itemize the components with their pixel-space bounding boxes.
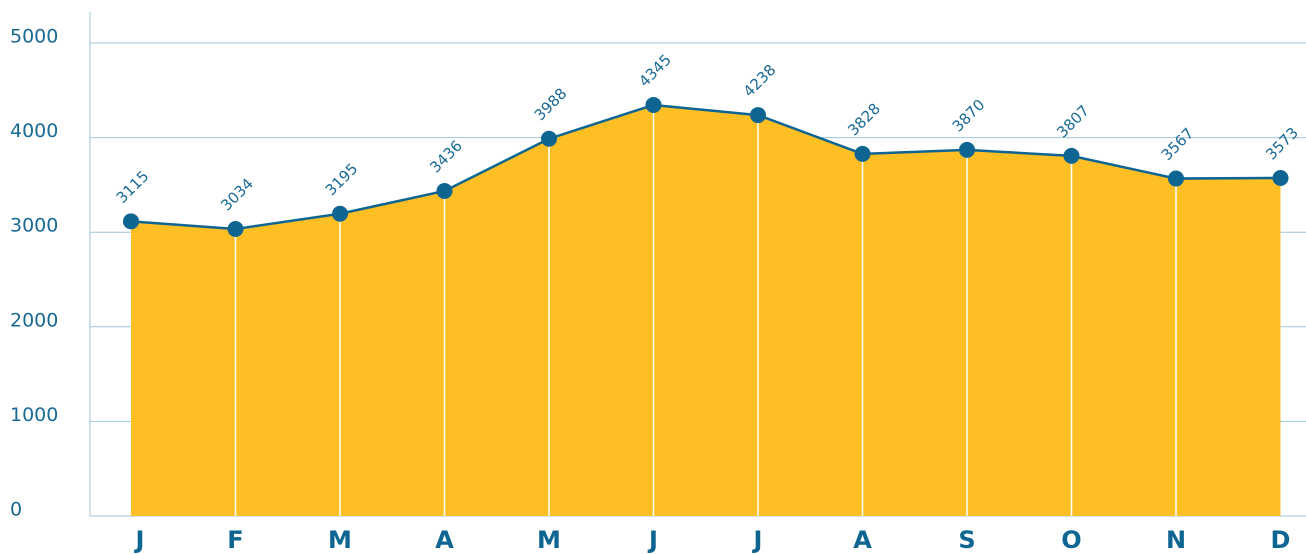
line [130, 103, 1281, 231]
marker [541, 130, 557, 147]
area [131, 104, 1281, 516]
marker [1272, 169, 1289, 186]
x-tick-label: F [227, 526, 243, 554]
x-tick-label: J [647, 526, 658, 554]
marker [227, 220, 244, 237]
data-label: 3828 [844, 100, 884, 140]
marker [436, 182, 453, 199]
x-tick-label: M [537, 526, 561, 554]
y-tick-label: 0 [10, 499, 22, 521]
x-tick-label: A [435, 526, 454, 554]
x-tick-label: M [328, 526, 352, 554]
marker [750, 107, 766, 124]
data-label: 4345 [635, 51, 675, 91]
data-label: 3115 [113, 167, 153, 207]
x-tick-label: D [1271, 526, 1291, 554]
y-tick-label: 2000 [10, 309, 58, 331]
x-tick-label: J [752, 526, 763, 554]
data-label: 3807 [1053, 102, 1093, 142]
data-label: 3573 [1262, 124, 1302, 164]
data-label: 3567 [1158, 124, 1198, 164]
data-label: 3436 [426, 137, 466, 177]
data-label: 3034 [217, 175, 257, 215]
marker [1168, 170, 1184, 187]
y-tick-label: 3000 [10, 215, 58, 237]
marker [123, 213, 139, 230]
y-tick-label: 4000 [10, 120, 58, 142]
x-tick-label: O [1061, 526, 1081, 554]
marker [1063, 147, 1080, 164]
marker [332, 205, 348, 222]
y-tick-label: 1000 [10, 404, 58, 426]
x-tick-label: A [853, 526, 872, 554]
marker [645, 96, 662, 113]
marker [854, 145, 871, 162]
data-label: 3988 [531, 85, 571, 125]
data-label: 3195 [322, 160, 362, 200]
data-label: 4238 [740, 61, 780, 101]
data-label: 3870 [949, 96, 989, 136]
y-tick-label: 5000 [10, 26, 58, 48]
x-tick-label: S [958, 526, 975, 554]
x-tick-label: N [1166, 526, 1186, 554]
x-tick-label: J [134, 526, 145, 554]
marker [959, 141, 975, 158]
